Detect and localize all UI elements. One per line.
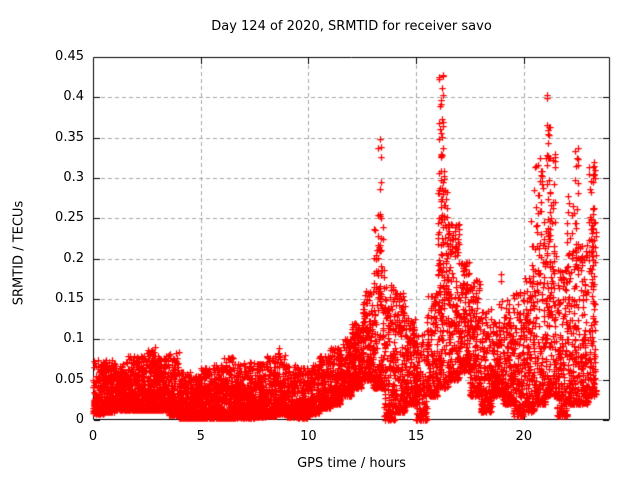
y-tick-label: 0.15 [55,291,84,306]
y-tick-label: 0.05 [55,371,84,387]
x-tick-label: 10 [300,429,317,444]
x-tick-label: 15 [407,429,425,444]
y-tick-label: 0.3 [63,170,84,185]
x-axis-label: GPS time / hours [297,456,406,471]
y-tick-label: 0 [75,412,84,427]
y-tick-label: 0.25 [55,210,84,226]
x-tick-label: 5 [196,429,205,444]
y-tick-label: 0.35 [55,129,84,145]
y-axis-label: SRMTID / TECUs [11,200,27,306]
x-tick-label: 0 [88,429,98,444]
y-tick-label: 0.2 [63,250,84,266]
chart-title: Day 124 of 2020, SRMTID for receiver sav… [211,19,492,34]
y-tick-label: 0.1 [63,331,84,347]
x-tick-label: 20 [515,429,533,444]
y-tick-label: 0.45 [55,49,84,64]
y-tick-label: 0.4 [63,89,84,105]
